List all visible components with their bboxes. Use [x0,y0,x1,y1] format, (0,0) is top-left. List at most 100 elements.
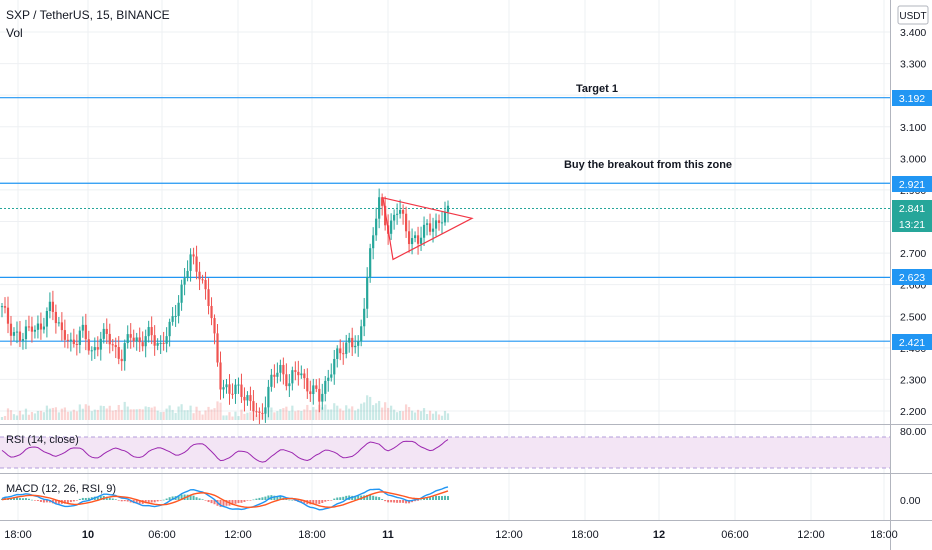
volume-bar [348,408,351,420]
macd-hist-bar [201,499,204,500]
volume-bar [327,409,330,420]
macd-hist-bar [54,500,57,505]
candle-body [12,332,16,336]
candle-body [402,210,405,214]
volume-bar [99,405,102,420]
candle-body [63,330,66,340]
macd-hist-bar [285,499,288,500]
macd-hist-bar [111,498,114,500]
volume-bar [285,406,288,420]
time-tick: 06:00 [148,529,176,541]
macd-hist-bar [342,496,345,500]
svg-text:2.623: 2.623 [899,272,925,284]
volume-bar [168,405,171,420]
candle-body [81,324,84,331]
macd-hist-bar [303,500,306,504]
macd-hist-bar [30,499,33,501]
candle-body [273,374,276,377]
macd-hist-bar [258,497,261,500]
time-axis[interactable]: 18:00 10 06:00 12:00 18:00 11 12:00 18:00 12 06:0… [4,529,898,541]
macd-hist-bar [429,497,432,500]
currency-box[interactable] [897,5,929,25]
volume-bar [288,411,291,420]
macd-hist-bar [72,500,75,502]
candle-body [357,341,360,346]
candle-body [108,333,111,345]
volume-bar [66,411,69,420]
candle-body [258,411,261,413]
macd-hist-bar [267,495,270,500]
candle-body [348,337,351,343]
candle-body [363,308,366,327]
volume-bar [425,414,429,420]
macd-hist-bar [156,500,159,502]
macd-label: MACD (12, 26, RSI, 9) [6,483,116,495]
candle-body [162,342,165,344]
candle-body [135,337,138,342]
volume-bar [324,404,327,420]
candle-body [416,235,420,244]
volume-bar [351,406,354,420]
candle-body [96,347,99,350]
volume-bar [369,396,372,420]
volume-bar [396,412,399,420]
macd-hist-bar [372,495,375,500]
volume-bar [390,405,393,420]
macd-hist-bar [162,499,165,501]
svg-text:2.421: 2.421 [899,337,925,349]
volume-bar [126,406,129,420]
time-tick: 18:00 [870,529,898,541]
signal-line [1,490,449,508]
volume-bar [219,402,222,420]
volume-bar [9,410,13,420]
candle-body [177,302,180,316]
macd-hist-bar [393,500,396,503]
macd-hist-bar [396,500,399,503]
volume-bar [225,415,228,420]
macd-hist-bar [153,500,156,503]
volume-bar [339,408,342,420]
macd-hist-bar [357,495,360,500]
volume-bar [402,411,405,420]
macd-hist-bar [447,496,449,500]
volume-bar [75,411,78,420]
volume-bar [399,411,402,420]
macd-hist-bar [105,496,108,500]
macd-hist-bar [399,500,402,503]
candle-body [431,228,435,232]
candle-body [315,385,318,389]
macd-hist-bar [345,495,348,500]
candle-body [198,271,201,280]
candle-body [150,327,153,336]
macd-hist-bar [180,494,183,500]
volume-bar [144,406,147,420]
volume-bar [111,410,114,420]
volume-bar [24,408,28,420]
volume-bar [440,415,444,420]
macd-hist-bar [45,500,48,503]
macd-hist-bar [252,499,255,501]
macd-hist-bar [135,500,138,504]
macd-hist-bar [369,494,372,500]
volume-bar [318,404,321,420]
macd-hist-bar [78,498,81,500]
macd-hist-bar [12,497,15,500]
volume-bar [12,414,16,420]
macd-hist-bar [405,500,408,504]
candle-body [285,374,288,387]
candles [0,188,450,424]
candle-body [276,372,279,377]
candle-body [369,248,372,277]
candle-body [57,322,60,324]
candle-body [351,337,354,348]
macd-hist-bar [300,500,303,503]
time-tick: 12:00 [495,529,523,541]
volume-bar [165,408,168,420]
volume-bar [234,411,237,420]
candle-body [0,306,4,308]
candle-body [261,412,264,414]
volume-bar [207,406,210,420]
volume-bar [198,410,201,420]
candle-body [240,384,243,397]
